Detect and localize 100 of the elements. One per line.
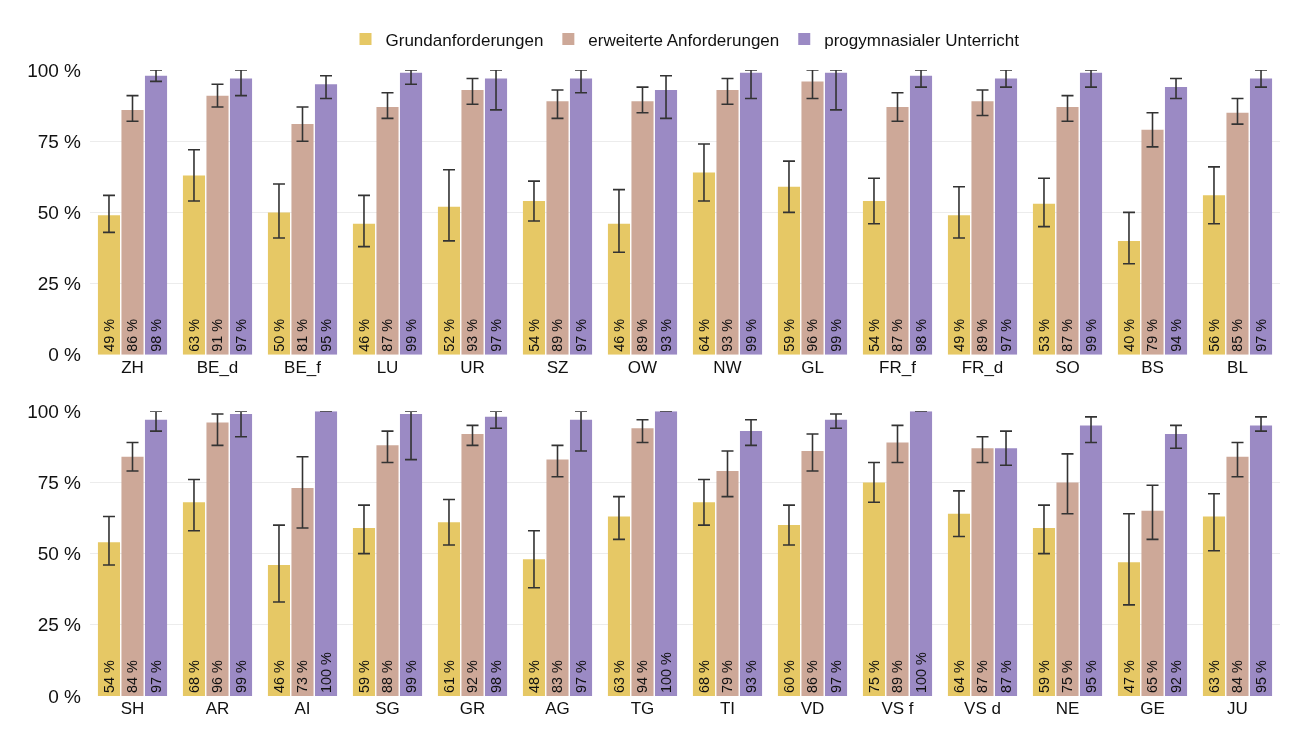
bar (886, 107, 909, 355)
bar (484, 416, 508, 696)
data-label: 48 % (525, 659, 542, 693)
bar (1117, 562, 1141, 696)
y-tick-label: 100 % (27, 59, 82, 81)
data-label: 68 % (695, 659, 712, 693)
data-label: 93 % (719, 318, 736, 352)
data-label: 46 % (355, 318, 372, 352)
x-tick-label: BE_f (284, 357, 322, 377)
bar (229, 78, 253, 355)
data-label: 95 % (1252, 659, 1269, 693)
data-label: 63 % (610, 659, 627, 693)
bar (739, 431, 763, 696)
bar (399, 414, 423, 696)
bar (461, 433, 484, 696)
bar (352, 223, 376, 355)
data-label: 97 % (997, 318, 1014, 352)
data-label: 92 % (1167, 659, 1184, 693)
data-label: 75 % (865, 659, 882, 693)
data-label: 99 % (1082, 318, 1099, 352)
data-label: 87 % (1059, 318, 1076, 352)
bar (121, 456, 144, 696)
data-label: 75 % (1059, 659, 1076, 693)
x-tick-label: AG (545, 699, 570, 718)
data-label: 59 % (780, 318, 797, 352)
bar (654, 411, 678, 696)
bar (801, 81, 824, 355)
bar (206, 422, 229, 696)
x-tick-label: AI (294, 699, 311, 718)
bar (376, 445, 399, 696)
x-tick-label: SO (1055, 357, 1080, 377)
bar (522, 201, 546, 355)
x-tick-label: BE_d (196, 357, 239, 377)
bar (692, 172, 716, 355)
bar (1164, 87, 1188, 355)
data-label: 93 % (464, 318, 481, 352)
data-label: 88 % (379, 659, 396, 693)
data-label: 97 % (147, 659, 164, 693)
data-label: 95 % (1082, 659, 1099, 693)
bar (437, 206, 461, 355)
data-label: 89 % (634, 318, 651, 352)
x-tick-label: VD (800, 699, 825, 718)
bar (206, 95, 229, 355)
bar (994, 78, 1018, 355)
data-label: 97 % (572, 318, 589, 352)
x-tick-label: SH (120, 699, 145, 718)
data-label: 84 % (124, 659, 141, 693)
data-label: 99 % (402, 318, 419, 352)
data-label: 59 % (355, 659, 372, 693)
data-label: 65 % (1144, 659, 1161, 693)
bar (1249, 78, 1273, 355)
bar (182, 502, 206, 696)
bar (631, 428, 654, 696)
data-label: 93 % (657, 318, 674, 352)
data-label: 99 % (402, 659, 419, 693)
bar (437, 522, 461, 696)
data-label: 98 % (912, 318, 929, 352)
bar (399, 72, 423, 355)
bar (1164, 433, 1188, 696)
data-label: 40 % (1120, 318, 1137, 352)
data-label: 64 % (695, 318, 712, 352)
x-tick-label: SZ (546, 357, 569, 377)
bar (1056, 482, 1079, 696)
data-label: 87 % (997, 659, 1014, 693)
x-tick-label: VS d (964, 699, 1001, 718)
x-tick-label: TI (719, 699, 736, 718)
bar (971, 448, 994, 696)
bar (692, 502, 716, 696)
bar (862, 201, 886, 355)
data-label: 99 % (742, 318, 759, 352)
bar (1226, 112, 1249, 355)
y-tick-label: 100 % (27, 400, 82, 422)
data-label: 97 % (1252, 318, 1269, 352)
data-label: 54 % (865, 318, 882, 352)
y-tick-label: 25 % (37, 273, 82, 295)
data-label: 79 % (719, 659, 736, 693)
x-tick-label: UR (460, 357, 485, 377)
bar (144, 419, 168, 696)
data-label: 49 % (100, 318, 117, 352)
x-tick-label: GR (459, 699, 486, 718)
data-label: 61 % (440, 659, 457, 693)
data-label: 89 % (889, 659, 906, 693)
x-tick-label: LU (376, 357, 399, 377)
bar (314, 84, 338, 355)
bar (291, 488, 314, 696)
bar (1249, 425, 1273, 696)
data-label: 98 % (487, 659, 504, 693)
bar (971, 101, 994, 355)
bar (314, 411, 338, 696)
data-label: 100 % (912, 651, 929, 693)
data-label: 85 % (1229, 318, 1246, 352)
bar (144, 75, 168, 355)
bar (607, 516, 631, 696)
bar (522, 559, 546, 696)
data-label: 52 % (440, 318, 457, 352)
bar (1056, 107, 1079, 355)
bar (1141, 129, 1164, 355)
data-label: 100 % (317, 651, 334, 693)
data-label: 47 % (1120, 659, 1137, 693)
data-label: 86 % (124, 318, 141, 352)
